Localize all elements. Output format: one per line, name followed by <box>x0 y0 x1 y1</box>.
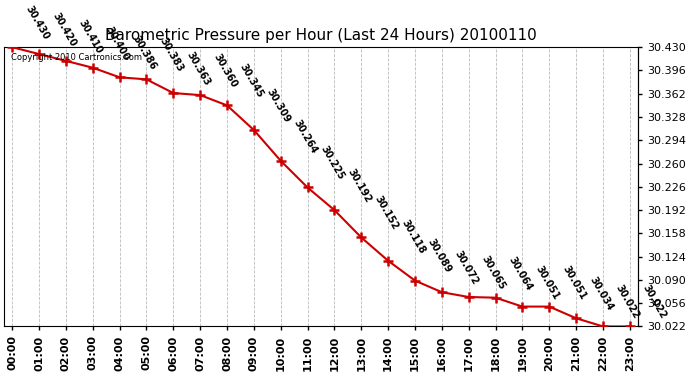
Text: 30.360: 30.360 <box>211 52 239 90</box>
Text: 30.118: 30.118 <box>400 217 426 255</box>
Text: 30.309: 30.309 <box>265 87 293 124</box>
Text: 30.089: 30.089 <box>426 237 453 275</box>
Text: 30.383: 30.383 <box>157 36 185 74</box>
Text: 30.022: 30.022 <box>641 284 669 321</box>
Text: 30.430: 30.430 <box>23 4 51 42</box>
Text: 30.051: 30.051 <box>533 264 561 301</box>
Text: 30.022: 30.022 <box>614 284 642 321</box>
Text: 30.264: 30.264 <box>292 118 319 155</box>
Text: 30.400: 30.400 <box>104 25 131 62</box>
Text: 30.064: 30.064 <box>506 255 534 292</box>
Text: 30.152: 30.152 <box>373 194 400 232</box>
Text: 30.065: 30.065 <box>480 254 507 291</box>
Text: 30.072: 30.072 <box>453 249 480 286</box>
Text: 30.420: 30.420 <box>50 11 77 48</box>
Text: 30.345: 30.345 <box>238 62 266 100</box>
Text: 30.225: 30.225 <box>319 144 346 182</box>
Text: 30.192: 30.192 <box>346 167 373 204</box>
Text: 30.386: 30.386 <box>130 34 158 72</box>
Text: 30.410: 30.410 <box>77 18 104 56</box>
Text: 30.051: 30.051 <box>560 264 588 301</box>
Title: Barometric Pressure per Hour (Last 24 Hours) 20100110: Barometric Pressure per Hour (Last 24 Ho… <box>105 28 537 43</box>
Text: Copyright 2010 Cartronics.com: Copyright 2010 Cartronics.com <box>10 53 141 62</box>
Text: 30.034: 30.034 <box>587 275 615 313</box>
Text: 30.363: 30.363 <box>184 50 212 87</box>
